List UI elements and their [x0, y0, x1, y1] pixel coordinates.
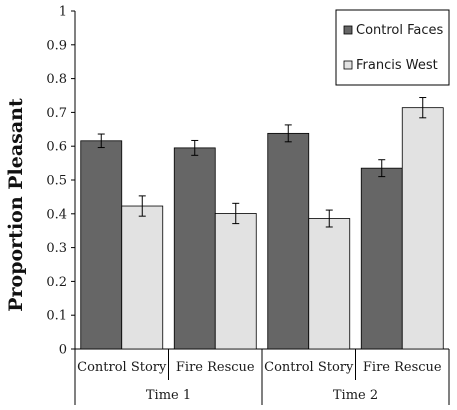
- y-tick-label: 0.6: [46, 140, 67, 155]
- y-tick-label: 0.9: [46, 38, 67, 53]
- bars: [80, 97, 444, 350]
- y-tick-label: 0.7: [46, 106, 67, 121]
- category-label: Control Story: [77, 360, 167, 375]
- y-tick-label: 0.2: [46, 275, 67, 290]
- bar-francis-west: [121, 205, 164, 350]
- bar-control-faces: [267, 132, 310, 350]
- bar-francis-west: [214, 213, 257, 350]
- bar-control-faces: [173, 147, 216, 350]
- legend-label-francis-west: Francis West: [356, 58, 438, 73]
- y-tick-label: 0.1: [46, 309, 67, 324]
- legend-label-control-faces: Control Faces: [356, 23, 444, 38]
- category-label: Control Story: [264, 360, 354, 375]
- y-tick-labels: 0 0.1 0.2 0.3 0.4 0.5 0.6 0.7 0.8 0.9 1: [46, 5, 75, 358]
- x-axis-labels: Control Story Fire Rescue Control Story Fir…: [74, 349, 450, 405]
- y-tick-label: 1: [59, 5, 67, 20]
- category-label: Fire Rescue: [176, 360, 255, 375]
- y-tick-label: 0.8: [46, 72, 67, 87]
- legend: Control Faces Francis West: [335, 9, 450, 86]
- legend-swatch-francis-west: [343, 60, 353, 70]
- group-label: Time 1: [146, 388, 191, 403]
- y-tick-label: 0.4: [46, 207, 67, 222]
- group-label: Time 2: [333, 388, 378, 403]
- bar-control-faces: [360, 167, 403, 350]
- legend-swatch-control-faces: [343, 25, 353, 35]
- bar-francis-west: [401, 107, 444, 350]
- y-axis-label: Proportion Pleasant: [5, 98, 27, 312]
- bar-control-faces: [80, 140, 123, 350]
- y-tick-label: 0.5: [46, 174, 67, 189]
- bar-francis-west: [308, 218, 351, 350]
- legend-box: [335, 9, 450, 86]
- y-tick-label: 0: [59, 343, 67, 358]
- y-tick-label: 0.3: [46, 241, 67, 256]
- category-label: Fire Rescue: [363, 360, 442, 375]
